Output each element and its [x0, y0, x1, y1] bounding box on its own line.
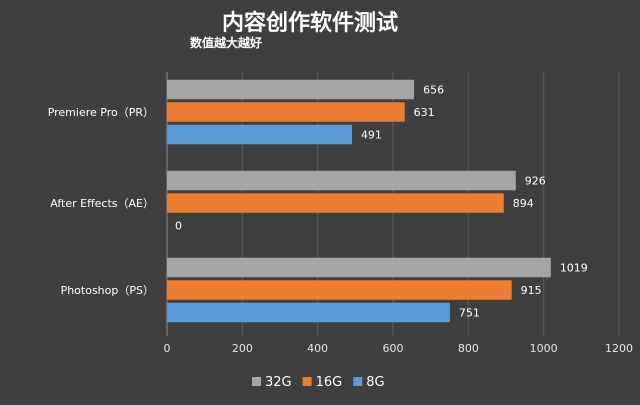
x-tick-label: 800: [458, 342, 479, 355]
data-label: 491: [361, 129, 382, 142]
bar: [167, 302, 450, 323]
bar: [167, 124, 352, 145]
bar: [167, 170, 516, 191]
data-label: 915: [521, 284, 542, 297]
category-label: After Effects（AE）: [50, 197, 154, 210]
chart-subtitle: 数值越大越好: [190, 35, 262, 50]
legend-label: 16G: [316, 375, 343, 390]
legend-swatch: [252, 377, 261, 386]
category-label: Premiere Pro（PR）: [48, 106, 154, 119]
x-tick-label: 400: [307, 342, 328, 355]
data-label: 894: [513, 197, 534, 210]
legend: 32G 16G 8G: [252, 375, 385, 390]
data-label: 0: [175, 220, 182, 233]
data-label: 631: [414, 106, 435, 119]
legend-label: 32G: [265, 375, 292, 390]
x-tick-label: 0: [164, 342, 171, 355]
x-tick-label: 1000: [530, 342, 558, 355]
x-tick-labels: 0 200 400 600 800 1000 1200: [164, 342, 634, 355]
bar: [167, 193, 504, 213]
x-tick-label: 200: [232, 342, 253, 355]
x-tick-label: 1200: [605, 342, 633, 355]
bar: [167, 102, 405, 122]
legend-swatch: [302, 377, 312, 386]
legend-label: 8G: [366, 375, 384, 390]
data-label: 751: [459, 307, 480, 320]
data-labels: 656 631 491 926 894 0 1019 915 751: [175, 84, 588, 320]
bar: [167, 280, 512, 300]
x-tick-label: 600: [383, 342, 404, 355]
data-label: 1019: [560, 262, 588, 275]
data-label: 656: [423, 84, 444, 97]
chart-title: 内容创作软件测试: [222, 10, 398, 36]
data-label: 926: [525, 175, 546, 188]
bar: [167, 257, 551, 278]
legend-swatch: [353, 377, 363, 386]
category-label: Photoshop（PS）: [61, 284, 154, 297]
bars: [167, 79, 551, 323]
bar: [167, 79, 415, 100]
category-labels: Premiere Pro（PR） After Effects（AE） Photosh…: [48, 106, 154, 297]
